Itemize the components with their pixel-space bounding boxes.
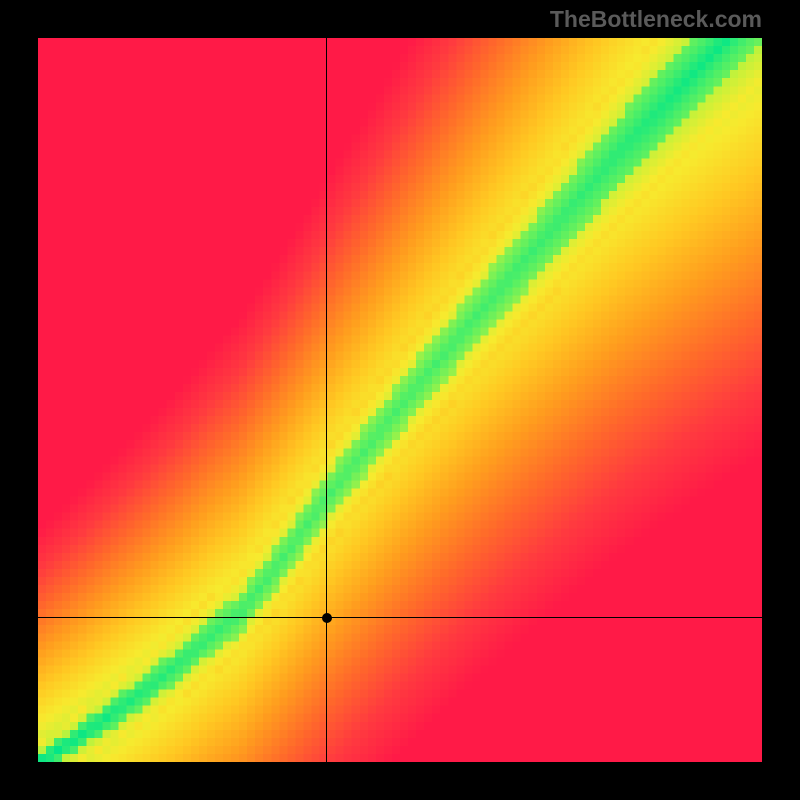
crosshair-horizontal <box>38 617 762 618</box>
chart-container: TheBottleneck.com <box>0 0 800 800</box>
bottleneck-heatmap <box>38 38 762 762</box>
crosshair-marker <box>322 613 332 623</box>
watermark-text: TheBottleneck.com <box>550 6 762 33</box>
crosshair-vertical <box>326 38 327 762</box>
